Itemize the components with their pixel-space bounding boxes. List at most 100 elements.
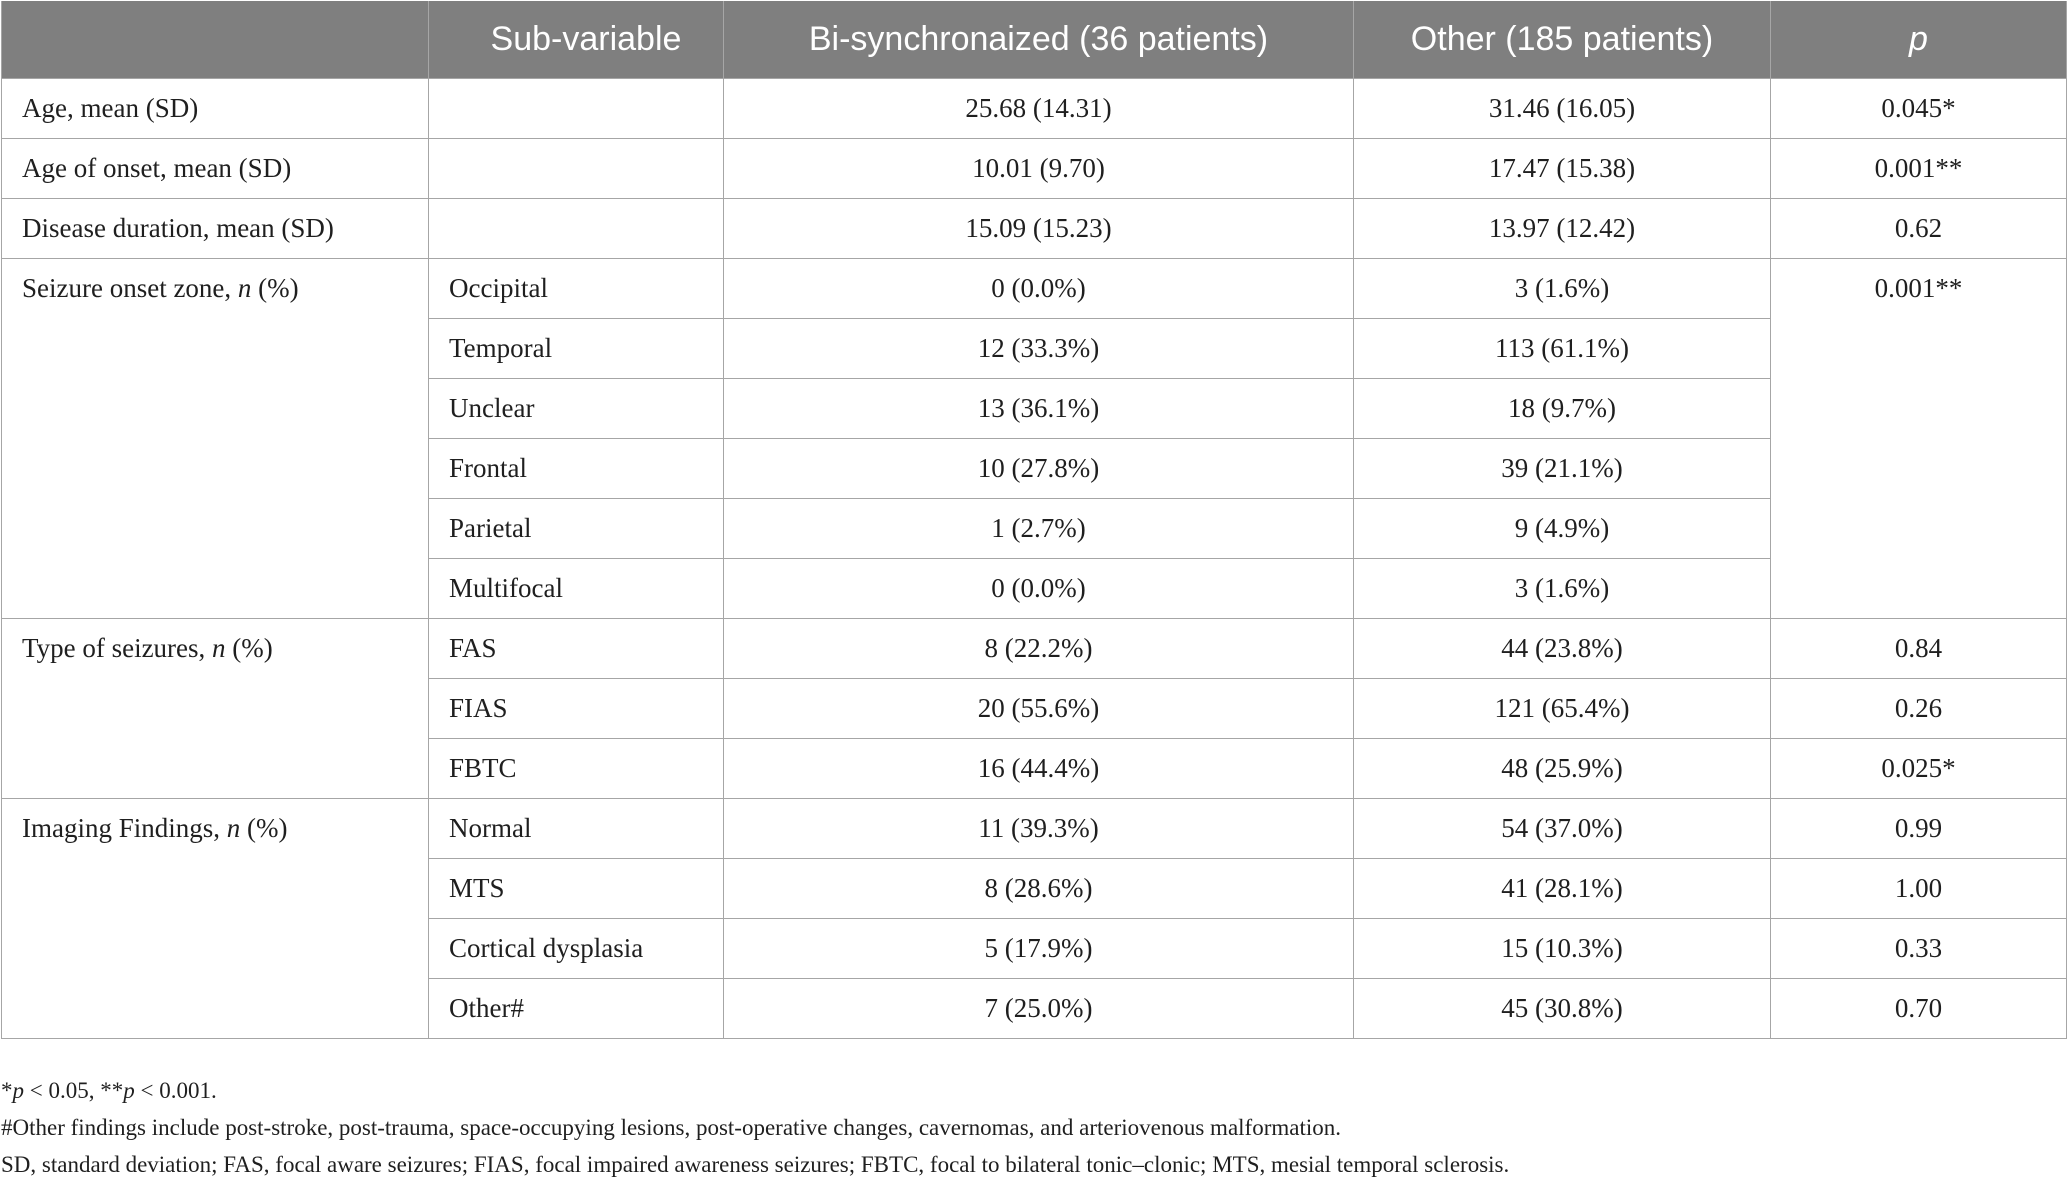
cell-sub-variable: Cortical dysplasia bbox=[428, 917, 724, 979]
cell-sub-variable: MTS bbox=[428, 857, 724, 919]
footnote-abbreviations: SD, standard deviation; FAS, focal aware… bbox=[1, 1152, 1510, 1177]
header-variable bbox=[1, 1, 429, 79]
variable-label: Seizure onset zone, bbox=[22, 272, 238, 303]
cell-other: 44 (23.8%) bbox=[1353, 617, 1771, 679]
header-bi-synchronized: Bi-synchronaized (36 patients) bbox=[723, 1, 1354, 79]
cell-p-value: 0.26 bbox=[1770, 677, 2067, 739]
cell-variable: Age, mean (SD) bbox=[1, 77, 429, 139]
header-sub-variable: Sub-variable bbox=[428, 1, 724, 79]
cell-p-value: 0.33 bbox=[1770, 917, 2067, 979]
table-row: Temporal 12 (33.3%) 113 (61.1%) bbox=[2, 317, 2067, 379]
cell-other: 17.47 (15.38) bbox=[1353, 137, 1771, 199]
cell-p-value: 0.84 bbox=[1770, 617, 2067, 679]
footnote-threshold-end: < 0.001. bbox=[134, 1078, 217, 1103]
cell-p-value: 0.045* bbox=[1770, 77, 2067, 139]
table-row: Age of onset, mean (SD) 10.01 (9.70) 17.… bbox=[1, 137, 2067, 199]
cell-bi-synchronized: 7 (25.0%) bbox=[723, 977, 1354, 1039]
cell-sub-variable: Multifocal bbox=[428, 557, 724, 619]
cell-bi-synchronized: 20 (55.6%) bbox=[723, 677, 1354, 739]
cell-bi-synchronized: 8 (28.6%) bbox=[723, 857, 1354, 919]
cell-other: 121 (65.4%) bbox=[1353, 677, 1771, 739]
cell-other: 18 (9.7%) bbox=[1353, 377, 1771, 439]
cell-sub-variable: FAS bbox=[428, 617, 724, 679]
cell-other: 113 (61.1%) bbox=[1353, 317, 1771, 379]
table-row: Imaging Findings, n (%) Normal 11 (39.3%… bbox=[1, 797, 2067, 1039]
cell-bi-synchronized: 0 (0.0%) bbox=[723, 257, 1354, 319]
table-row: Frontal 10 (27.8%) 39 (21.1%) bbox=[2, 437, 2067, 499]
cell-other: 9 (4.9%) bbox=[1353, 497, 1771, 559]
footnote-threshold: < 0.05, ** bbox=[24, 1078, 124, 1103]
cell-bi-synchronized: 15.09 (15.23) bbox=[723, 197, 1354, 259]
cell-bi-synchronized: 16 (44.4%) bbox=[723, 737, 1354, 799]
footnote-star: * bbox=[1, 1078, 13, 1103]
variable-label-suffix: (%) bbox=[251, 272, 299, 303]
cell-sub-variable: Other# bbox=[428, 977, 724, 1039]
cell-sub-variable: Occipital bbox=[428, 257, 724, 319]
cell-bi-synchronized: 12 (33.3%) bbox=[723, 317, 1354, 379]
cell-other: 15 (10.3%) bbox=[1353, 917, 1771, 979]
variable-label-italic: n bbox=[212, 632, 226, 663]
table-row: FBTC 16 (44.4%) 48 (25.9%) 0.025* bbox=[2, 737, 2067, 799]
table-row: Multifocal 0 (0.0%) 3 (1.6%) bbox=[2, 557, 2067, 619]
cell-sub-variable: Normal bbox=[428, 797, 724, 859]
cell-other: 54 (37.0%) bbox=[1353, 797, 1771, 859]
table-body: Age, mean (SD) 25.68 (14.31) 31.46 (16.0… bbox=[1, 77, 2067, 1039]
data-table: Sub-variable Bi-synchronaized (36 patien… bbox=[1, 1, 2067, 1039]
cell-other: 39 (21.1%) bbox=[1353, 437, 1771, 499]
cell-p-value: 0.99 bbox=[1770, 797, 2067, 859]
cell-other: 45 (30.8%) bbox=[1353, 977, 1771, 1039]
cell-p-value: 0.025* bbox=[1770, 737, 2067, 799]
variable-label-suffix: (%) bbox=[240, 812, 288, 843]
cell-sub-variable bbox=[428, 137, 724, 199]
cell-variable-type-of-seizures: Type of seizures, n (%) bbox=[1, 617, 429, 799]
cell-p-value-seizure-onset-zone: 0.001** bbox=[1770, 257, 2067, 619]
table-row: Age, mean (SD) 25.68 (14.31) 31.46 (16.0… bbox=[1, 77, 2067, 139]
table-row: Other# 7 (25.0%) 45 (30.8%) 0.70 bbox=[2, 977, 2067, 1039]
table-row: MTS 8 (28.6%) 41 (28.1%) 1.00 bbox=[2, 857, 2067, 919]
table-row: FIAS 20 (55.6%) 121 (65.4%) 0.26 bbox=[2, 677, 2067, 739]
table-row: Parietal 1 (2.7%) 9 (4.9%) bbox=[2, 497, 2067, 559]
cell-p-value: 1.00 bbox=[1770, 857, 2067, 919]
footnote-p-symbol: p bbox=[12, 1078, 25, 1103]
cell-other: 3 (1.6%) bbox=[1353, 557, 1771, 619]
table-footnotes: *p < 0.05, **p < 0.001. #Other findings … bbox=[1, 1072, 2061, 1183]
cell-bi-synchronized: 13 (36.1%) bbox=[723, 377, 1354, 439]
variable-label-italic: n bbox=[237, 272, 252, 303]
cell-sub-variable: Frontal bbox=[428, 437, 724, 499]
cell-sub-variable bbox=[428, 197, 724, 259]
variable-label-suffix: (%) bbox=[225, 632, 273, 663]
header-p-value: p bbox=[1770, 1, 2067, 79]
cell-other: 41 (28.1%) bbox=[1353, 857, 1771, 919]
cell-bi-synchronized: 10 (27.8%) bbox=[723, 437, 1354, 499]
cell-other: 13.97 (12.42) bbox=[1353, 197, 1771, 259]
cell-variable-seizure-onset-zone: Seizure onset zone, n (%) bbox=[1, 257, 429, 619]
cell-sub-variable: FBTC bbox=[428, 737, 724, 799]
cell-sub-variable: Unclear bbox=[428, 377, 724, 439]
cell-sub-variable bbox=[428, 77, 724, 139]
cell-p-value: 0.62 bbox=[1770, 197, 2067, 259]
cell-bi-synchronized: 10.01 (9.70) bbox=[723, 137, 1354, 199]
cell-variable: Age of onset, mean (SD) bbox=[1, 137, 429, 199]
variable-label: Type of seizures, bbox=[22, 632, 213, 663]
table-row: Seizure onset zone, n (%) Occipital 0 (0… bbox=[1, 257, 2067, 619]
variable-label-italic: n bbox=[226, 812, 241, 843]
cell-bi-synchronized: 1 (2.7%) bbox=[723, 497, 1354, 559]
cell-bi-synchronized: 25.68 (14.31) bbox=[723, 77, 1354, 139]
cell-other: 31.46 (16.05) bbox=[1353, 77, 1771, 139]
cell-sub-variable: Parietal bbox=[428, 497, 724, 559]
cell-variable-imaging-findings: Imaging Findings, n (%) bbox=[1, 797, 429, 1039]
footnote-other-findings: #Other findings include post-stroke, pos… bbox=[1, 1115, 1341, 1140]
cell-bi-synchronized: 0 (0.0%) bbox=[723, 557, 1354, 619]
cell-p-value: 0.70 bbox=[1770, 977, 2067, 1039]
cell-bi-synchronized: 11 (39.3%) bbox=[723, 797, 1354, 859]
cell-p-value: 0.001** bbox=[1770, 137, 2067, 199]
header-row: Sub-variable Bi-synchronaized (36 patien… bbox=[1, 1, 2067, 79]
cell-variable: Disease duration, mean (SD) bbox=[1, 197, 429, 259]
cell-bi-synchronized: 5 (17.9%) bbox=[723, 917, 1354, 979]
cell-bi-synchronized: 8 (22.2%) bbox=[723, 617, 1354, 679]
cell-sub-variable: Temporal bbox=[428, 317, 724, 379]
cell-sub-variable: FIAS bbox=[428, 677, 724, 739]
header-other: Other (185 patients) bbox=[1353, 1, 1771, 79]
cell-other: 3 (1.6%) bbox=[1353, 257, 1771, 319]
